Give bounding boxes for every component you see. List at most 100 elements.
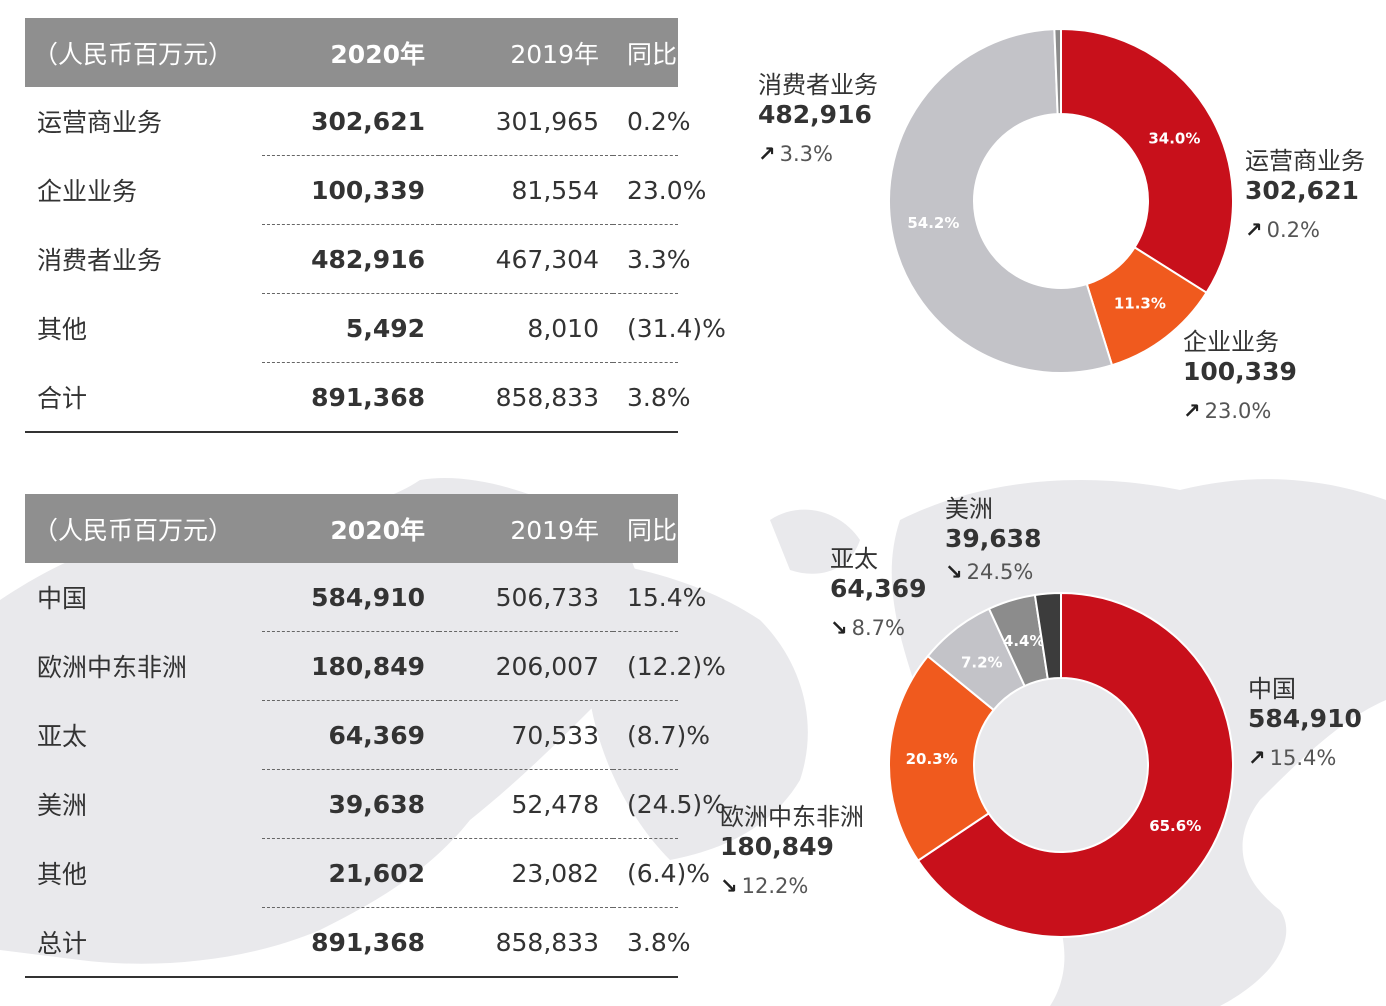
table-row: 美洲 39,638 52,478 (24.5)% xyxy=(25,769,726,839)
yoy-change-header: 同比变动 xyxy=(613,18,727,87)
value-2020: 39,638 xyxy=(262,769,439,839)
label-value: 180,849 xyxy=(720,832,834,861)
arrow-up-icon: ↗ xyxy=(758,142,776,166)
label-enterprise: 企业业务 100,339 ↗ 23.0% xyxy=(1183,327,1297,425)
donut2-pct-label-0: 65.6% xyxy=(1149,817,1201,835)
row-name: 消费者业务 xyxy=(37,246,163,275)
yoy-change: 23.0% xyxy=(613,155,706,225)
yoy-change: (8.7)% xyxy=(613,700,710,770)
change-value: 15.4% xyxy=(1269,746,1337,770)
table-header: （人民币百万元） 2020年 2019年 同比变动 xyxy=(25,18,727,87)
table-row: 运营商业务 302,621 301,965 0.2% xyxy=(25,87,691,156)
row-name: 其他 xyxy=(37,860,88,889)
table-row: 欧洲中东非洲 180,849 206,007 (12.2)% xyxy=(25,631,726,701)
label-value: 584,910 xyxy=(1248,704,1362,733)
label-name: 中国 xyxy=(1248,675,1296,703)
year-2019-header: 2019年 xyxy=(439,18,613,87)
label-name: 美洲 xyxy=(945,495,993,523)
change-value: 8.7% xyxy=(851,616,905,640)
label-change: ↗ 3.3% xyxy=(758,140,878,168)
table-row: 企业业务 100,339 81,554 23.0% xyxy=(25,155,706,225)
yoy-change: 3.8% xyxy=(613,362,691,433)
arrow-down-icon: ↘ xyxy=(720,874,738,898)
arrow-down-icon: ↘ xyxy=(830,616,848,640)
label-change: ↗ 23.0% xyxy=(1183,397,1297,425)
donut1-slice-2 xyxy=(888,28,1114,374)
value-2019: 301,965 xyxy=(439,87,613,156)
row-name: 中国 xyxy=(37,584,88,613)
value-2020: 64,369 xyxy=(262,700,439,770)
yoy-change: (31.4)% xyxy=(613,293,726,363)
value-2020: 584,910 xyxy=(262,563,439,632)
yoy-change: (6.4)% xyxy=(613,838,710,908)
donut1-pct-label-1: 11.3% xyxy=(1114,295,1166,313)
label-name: 欧洲中东非洲 xyxy=(720,803,864,831)
yoy-change: (24.5)% xyxy=(613,769,726,839)
table-row-total: 合计 891,368 858,833 3.8% xyxy=(25,362,691,433)
yoy-change: 3.8% xyxy=(613,907,691,978)
label-value: 302,621 xyxy=(1245,176,1359,205)
value-2019: 858,833 xyxy=(439,362,613,433)
table-row-total: 总计 891,368 858,833 3.8% xyxy=(25,907,691,978)
donut1-pct-label-0: 34.0% xyxy=(1148,129,1200,147)
value-2019: 23,082 xyxy=(439,838,613,908)
value-2020: 100,339 xyxy=(262,155,439,225)
year-2020-header: 2020年 xyxy=(262,18,439,87)
donut2-slice-0 xyxy=(916,591,1234,938)
row-name: 合计 xyxy=(25,362,262,433)
table-row: 亚太 64,369 70,533 (8.7)% xyxy=(25,700,710,770)
value-2019: 70,533 xyxy=(439,700,613,770)
segment-donut-chart: 34.0% 11.3% 54.2% xyxy=(888,27,1234,374)
unit-header: （人民币百万元） xyxy=(25,494,262,563)
label-change: ↘ 24.5% xyxy=(945,558,1041,586)
label-value: 100,339 xyxy=(1183,357,1297,386)
value-2019: 81,554 xyxy=(439,155,613,225)
row-name: 企业业务 xyxy=(37,177,138,206)
value-2019: 467,304 xyxy=(439,224,613,294)
donut1-pct-label-2: 54.2% xyxy=(907,214,959,232)
value-2019: 52,478 xyxy=(439,769,613,839)
label-emea: 欧洲中东非洲 180,849 ↘ 12.2% xyxy=(720,802,864,900)
donut2-pct-label-2: 7.2% xyxy=(961,654,1003,672)
donut2-pct-label-1: 20.3% xyxy=(906,750,958,768)
label-change: ↗ 15.4% xyxy=(1248,744,1362,772)
label-consumer: 消费者业务 482,916 ↗ 3.3% xyxy=(758,70,878,168)
change-value: 0.2% xyxy=(1266,218,1320,242)
label-change: ↘ 12.2% xyxy=(720,872,864,900)
change-value: 24.5% xyxy=(966,560,1034,584)
value-2019: 506,733 xyxy=(439,563,613,632)
table-row: 其他 21,602 23,082 (6.4)% xyxy=(25,838,710,908)
table-header: （人民币百万元） 2020年 2019年 同比变动 xyxy=(25,494,727,563)
segment-revenue-table: （人民币百万元） 2020年 2019年 同比变动 运营商业务 302,621 … xyxy=(25,18,727,433)
change-value: 23.0% xyxy=(1204,399,1272,423)
value-2019: 8,010 xyxy=(439,293,613,363)
row-name: 其他 xyxy=(37,315,88,344)
region-revenue-table: （人民币百万元） 2020年 2019年 同比变动 中国 584,910 506… xyxy=(25,494,727,978)
label-name: 运营商业务 xyxy=(1245,147,1365,175)
yoy-change: 0.2% xyxy=(613,87,691,156)
row-name: 总计 xyxy=(25,907,262,978)
region-donut-chart: 65.6% 20.3% 7.2%4.4% xyxy=(888,591,1234,938)
donut1-slice-3 xyxy=(1053,27,1062,116)
label-name: 亚太 xyxy=(830,545,878,573)
value-2019: 858,833 xyxy=(439,907,613,978)
label-china: 中国 584,910 ↗ 15.4% xyxy=(1248,674,1362,772)
donut2-slice-4 xyxy=(1033,591,1062,681)
label-change: ↗ 0.2% xyxy=(1245,216,1365,244)
unit-header: （人民币百万元） xyxy=(25,18,262,87)
label-value: 39,638 xyxy=(945,524,1042,553)
value-2020: 21,602 xyxy=(262,838,439,908)
donut1-slice-0 xyxy=(1060,27,1234,295)
table-row: 其他 5,492 8,010 (31.4)% xyxy=(25,293,726,363)
value-2020: 5,492 xyxy=(262,293,439,363)
row-name: 运营商业务 xyxy=(37,108,163,137)
donut2-slice-1 xyxy=(888,654,996,862)
value-2020: 891,368 xyxy=(262,907,439,978)
arrow-down-icon: ↘ xyxy=(945,560,963,584)
label-change: ↘ 8.7% xyxy=(830,614,926,642)
yoy-change-header: 同比变动 xyxy=(613,494,727,563)
yoy-change: 15.4% xyxy=(613,563,706,632)
value-2019: 206,007 xyxy=(439,631,613,701)
value-2020: 891,368 xyxy=(262,362,439,433)
table-row: 消费者业务 482,916 467,304 3.3% xyxy=(25,224,691,294)
